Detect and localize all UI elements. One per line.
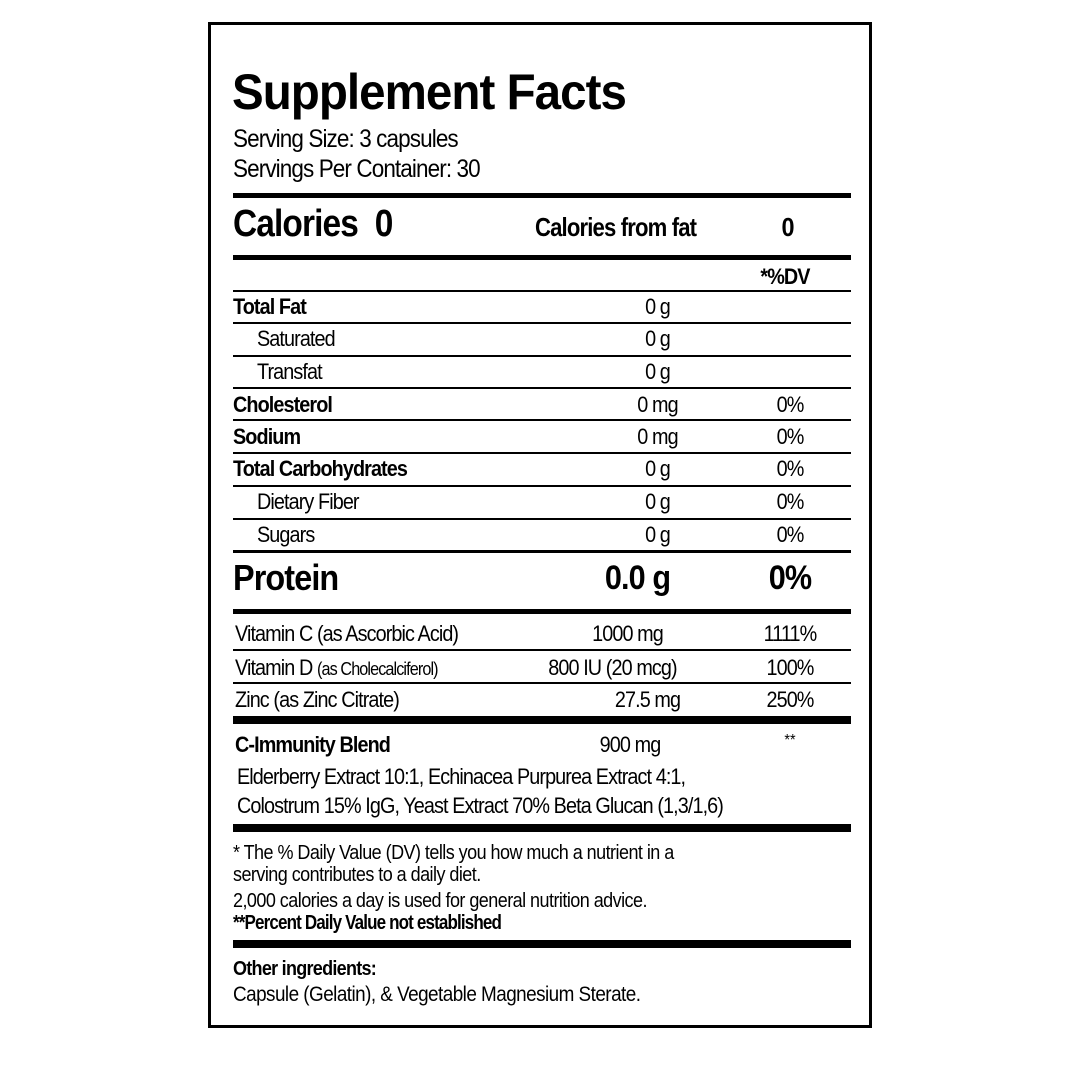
nutrient-dv: 0% — [776, 392, 805, 417]
serving-size: Serving Size: 3 capsules — [233, 125, 459, 153]
blend-ingredients: Elderberry Extract 10:1, Echinacea Purpu… — [237, 764, 686, 789]
nutrient-dv: 0% — [776, 522, 805, 547]
nutrient-amount: 0 g — [645, 456, 671, 481]
nutrient-name: Cholesterol — [233, 392, 333, 417]
nutrient-name: Sugars — [257, 522, 315, 547]
divider — [233, 419, 851, 421]
nutrient-amount: 0 g — [645, 522, 671, 547]
nutrient-dv: 0% — [776, 424, 805, 449]
blend-dv: ** — [784, 732, 796, 749]
other-ingredients-label: Other ingredients: — [233, 958, 377, 980]
divider — [233, 716, 851, 724]
footnote-line: * The % Daily Value (DV) tells you how m… — [233, 842, 674, 864]
calories-value: 0 — [374, 203, 394, 245]
divider — [233, 518, 851, 520]
divider — [233, 550, 851, 553]
calories-label: Calories 0 — [233, 203, 394, 245]
nutrient-name: Total Fat — [233, 294, 307, 319]
other-ingredients-text: Capsule (Gelatin), & Vegetable Magnesium… — [233, 983, 641, 1006]
footnote-line: **Percent Daily Value not established — [233, 912, 502, 934]
footnote-line: serving contributes to a daily diet. — [233, 864, 481, 886]
divider — [233, 609, 851, 614]
nutrient-amount: 0 mg — [637, 424, 678, 449]
nutrient-dv: 0% — [776, 456, 805, 481]
calories-label-text: Calories — [233, 203, 359, 245]
nutrient-amount: 0 g — [645, 294, 671, 319]
vitamin-amount: 800 IU (20 mcg) — [548, 655, 677, 680]
vitamin-name: Vitamin D (as Cholecalciferol) — [235, 653, 439, 683]
calories-from-fat-label: Calories from fat — [535, 212, 697, 242]
vitamin-dv: 1111% — [763, 621, 818, 646]
divider — [233, 387, 851, 389]
divider — [233, 322, 851, 324]
protein-label: Protein — [233, 557, 339, 598]
blend-name: C-Immunity Blend — [235, 732, 391, 757]
divider — [233, 824, 851, 832]
divider — [233, 452, 851, 454]
vitamin-dv: 250% — [766, 687, 814, 712]
footnote-line: 2,000 calories a day is used for general… — [233, 890, 647, 912]
calories-from-fat-value: 0 — [781, 212, 795, 242]
divider — [233, 649, 851, 651]
vitamin-qualifier: (as Cholecalciferol) — [316, 659, 439, 679]
divider — [233, 485, 851, 487]
supplement-facts-panel — [208, 22, 872, 1028]
servings-per-container: Servings Per Container: 30 — [233, 155, 481, 183]
protein-dv: 0% — [768, 559, 812, 597]
divider — [233, 290, 851, 292]
nutrient-amount: 0 g — [645, 326, 671, 351]
divider — [233, 255, 851, 260]
vitamin-name: Vitamin C (as Ascorbic Acid) — [235, 621, 459, 646]
nutrient-name: Transfat — [257, 359, 323, 384]
nutrient-amount: 0 g — [645, 359, 671, 384]
divider — [233, 355, 851, 357]
nutrient-dv: 0% — [776, 489, 805, 514]
divider — [233, 940, 851, 948]
nutrient-amount: 0 g — [645, 489, 671, 514]
divider — [233, 193, 851, 198]
protein-amount: 0.0 g — [604, 559, 671, 597]
vitamin-amount: 27.5 mg — [614, 687, 681, 712]
blend-amount: 900 mg — [599, 732, 662, 757]
vitamin-name-text: Vitamin D — [235, 655, 313, 680]
nutrient-amount: 0 mg — [637, 392, 678, 417]
vitamin-name: Zinc (as Zinc Citrate) — [235, 687, 400, 712]
vitamin-amount: 1000 mg — [592, 621, 664, 646]
panel-title: Supplement Facts — [232, 64, 627, 120]
nutrient-name: Total Carbohydrates — [233, 456, 408, 481]
dv-header: *%DV — [760, 264, 810, 289]
nutrient-name: Sodium — [233, 424, 301, 449]
vitamin-dv: 100% — [766, 655, 814, 680]
nutrient-name: Dietary Fiber — [257, 489, 360, 514]
divider — [233, 682, 851, 684]
blend-ingredients: Colostrum 15% IgG, Yeast Extract 70% Bet… — [237, 793, 724, 818]
nutrient-name: Saturated — [257, 326, 336, 351]
